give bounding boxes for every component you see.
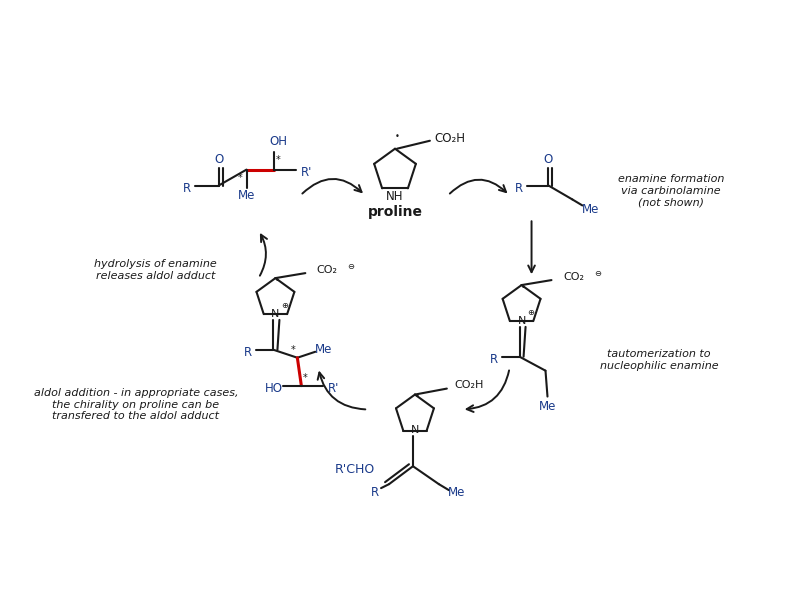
Text: *: * xyxy=(238,173,243,182)
Text: HO: HO xyxy=(265,382,282,395)
Text: R'CHO: R'CHO xyxy=(335,463,375,476)
Text: CO₂H: CO₂H xyxy=(454,380,483,389)
Text: proline: proline xyxy=(367,205,422,220)
Text: R: R xyxy=(371,485,379,499)
Text: N: N xyxy=(410,425,419,436)
Text: Me: Me xyxy=(314,343,332,356)
Text: N: N xyxy=(271,309,280,319)
Text: O: O xyxy=(214,153,223,166)
Text: R: R xyxy=(182,182,191,195)
Text: •: • xyxy=(521,283,526,292)
Text: ⊕: ⊕ xyxy=(527,308,534,317)
Text: •: • xyxy=(275,275,280,284)
Text: R': R' xyxy=(301,166,312,179)
Text: Me: Me xyxy=(238,189,255,202)
Text: enamine formation
via carbinolamine
(not shown): enamine formation via carbinolamine (not… xyxy=(618,174,724,207)
Text: •: • xyxy=(394,132,399,141)
Text: tautomerization to
nucleophilic enamine: tautomerization to nucleophilic enamine xyxy=(600,349,718,371)
Text: R: R xyxy=(490,353,498,366)
Text: ⊕: ⊕ xyxy=(281,301,288,310)
Text: OH: OH xyxy=(270,135,287,148)
Text: ⊖: ⊖ xyxy=(348,262,354,271)
Text: aldol addition - in appropriate cases,
the chirality on proline can be
transfere: aldol addition - in appropriate cases, t… xyxy=(34,388,238,421)
Text: R: R xyxy=(243,346,251,359)
Text: Me: Me xyxy=(448,485,466,499)
Text: *: * xyxy=(303,373,308,383)
Text: hydrolysis of enamine
releases aldol adduct: hydrolysis of enamine releases aldol add… xyxy=(94,259,218,281)
Text: *: * xyxy=(276,155,281,164)
Text: Me: Me xyxy=(538,400,556,413)
Text: CO₂: CO₂ xyxy=(317,265,338,275)
Text: *: * xyxy=(291,345,296,355)
Text: Me: Me xyxy=(582,203,599,216)
Text: CO₂: CO₂ xyxy=(563,272,584,282)
Text: R: R xyxy=(514,182,522,195)
Text: N: N xyxy=(518,316,526,326)
Text: O: O xyxy=(544,153,553,166)
Text: CO₂H: CO₂H xyxy=(434,132,466,145)
Text: •: • xyxy=(414,392,419,401)
Text: R': R' xyxy=(327,382,339,395)
Text: ⊖: ⊖ xyxy=(594,269,601,278)
Text: NH: NH xyxy=(386,190,404,203)
